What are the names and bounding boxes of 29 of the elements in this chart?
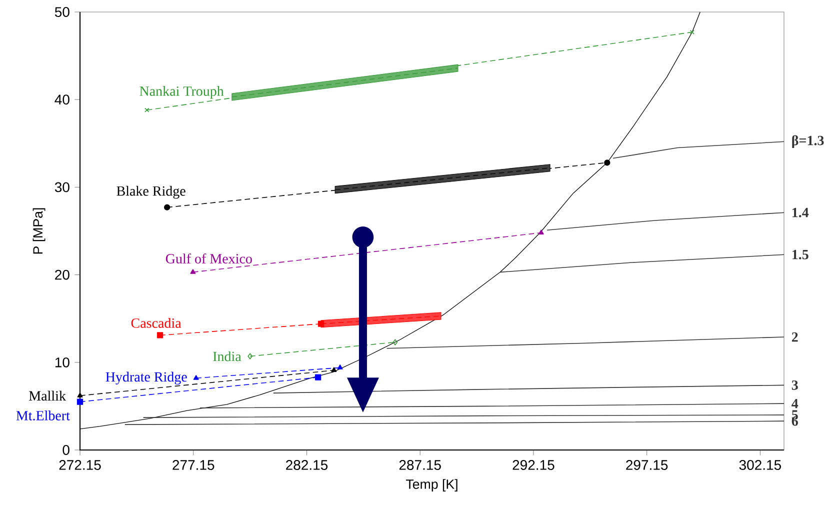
series-label: Nankai Trouph	[140, 86, 224, 99]
x-tick-label: 292.15	[512, 460, 554, 470]
x-tick-label: 302.15	[739, 460, 781, 470]
series-label: Mallik	[29, 390, 66, 401]
series-label: Mt.Elbert	[16, 410, 70, 420]
x-tick-label: 287.15	[399, 460, 441, 470]
x-tick-label: 277.15	[172, 460, 214, 470]
series-label: 2	[792, 332, 798, 342]
y-tick-label: 30	[54, 182, 70, 192]
x-tick-label: 297.15	[626, 460, 668, 470]
y-tick-label: 10	[55, 357, 70, 368]
series-label: 1.5	[792, 250, 808, 260]
y-tick-label: 50	[54, 7, 70, 17]
series-label: Cascadia	[131, 318, 182, 328]
y-tick-label: 20	[55, 270, 70, 280]
series-label: Blake Ridge	[116, 186, 186, 199]
series-label: 3	[792, 380, 798, 390]
y-axis-title: P [MPa]	[32, 208, 46, 254]
series-label: β=1.3	[792, 135, 824, 148]
series-label: Hydrate Ridge	[106, 372, 187, 385]
x-axis-title: Temp [K]	[406, 479, 458, 492]
x-tick-label: 272.15	[59, 460, 101, 470]
x-tick-label: 282.15	[286, 460, 328, 470]
y-tick-label: 0	[62, 445, 70, 455]
y-tick-label: 40	[54, 94, 70, 105]
series-label: 4	[792, 398, 798, 408]
series-label: Gulf of Mexico	[166, 253, 252, 264]
series-label: India	[213, 351, 242, 362]
series-label: 1.4	[792, 208, 809, 218]
